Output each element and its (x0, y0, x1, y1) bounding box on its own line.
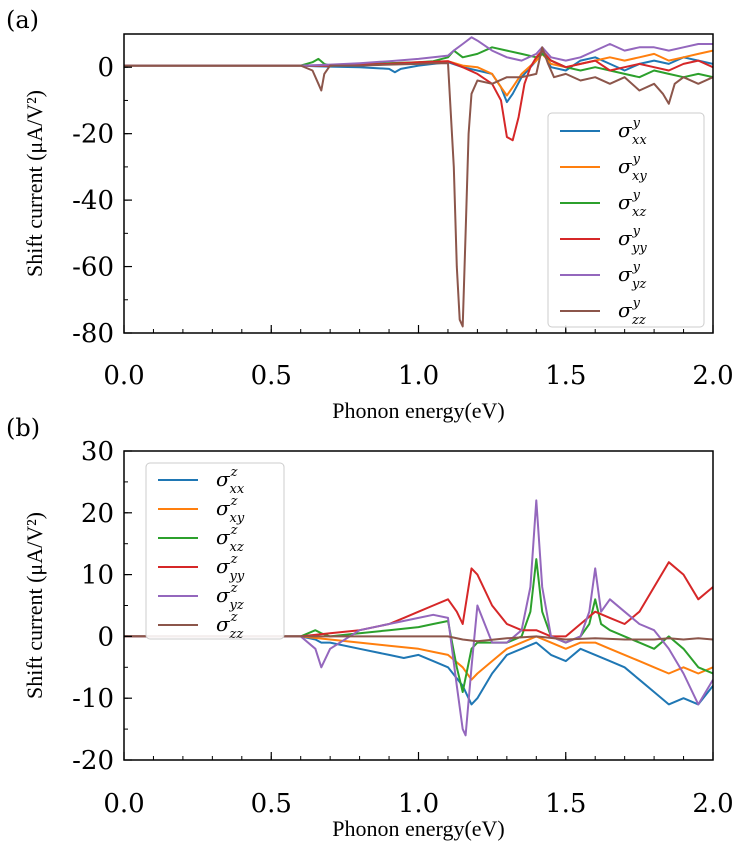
x-tick-label: 0.0 (103, 789, 144, 819)
legend-label-yz: σz yz (216, 581, 244, 613)
legend-sup: y (632, 188, 641, 203)
legend-sigma: σ (216, 496, 231, 520)
series-line-xx (124, 635, 713, 706)
legend-sigma: σ (216, 612, 231, 636)
x-tick-label: 1.0 (398, 361, 439, 391)
x-axis-label: Phonon energy(eV) (332, 398, 505, 423)
legend-sub: xy (230, 511, 245, 526)
legend-box (547, 112, 705, 328)
legend-sub: zz (631, 313, 646, 328)
x-tick-label: 1.0 (398, 789, 439, 819)
legend-sub: yy (631, 241, 647, 256)
x-tick-label: 2.0 (692, 361, 733, 391)
panel-b: (b) 0.0 0.5 1.0 1.5 2.0 30 20 10 0 -10 -20 Phonon en… (6, 414, 734, 841)
legend-sub: xx (230, 482, 245, 497)
y-axis-label: Shift current (μA/V²) (22, 90, 47, 277)
legend-label-yz: σy yz (618, 260, 646, 292)
y-tick-label: 30 (81, 437, 114, 467)
legend-box (145, 462, 285, 640)
series-group (124, 499, 713, 737)
legend-label-xx: σz xx (216, 465, 245, 497)
legend-sup: y (632, 116, 641, 131)
legend-sup: z (230, 581, 238, 596)
panel-label: (b) (6, 414, 40, 442)
legend-label-xy: σz xy (216, 494, 245, 526)
legend-sub: xz (230, 540, 244, 555)
y-tick-label: -40 (72, 186, 114, 216)
legend-sub: yz (229, 598, 244, 613)
legend-sup: y (632, 152, 641, 167)
legend-sigma: σ (216, 583, 231, 607)
legend-label-zz: σy zz (618, 296, 646, 328)
y-axis-label: Shift current (μA/V²) (22, 512, 47, 699)
legend-label-xy: σy xy (618, 152, 647, 184)
legend-sup: z (230, 610, 238, 625)
x-axis-label: Phonon energy(eV) (332, 816, 505, 841)
legend-sigma: σ (618, 298, 633, 322)
legend-sup: z (230, 552, 238, 567)
legend-sigma: σ (216, 525, 231, 549)
x-tick-label: 2.0 (692, 789, 733, 819)
x-tick-label: 0.5 (251, 789, 292, 819)
legend-label-yy: σy yy (618, 224, 647, 256)
legend-sigma: σ (216, 554, 231, 578)
y-tick-label: -20 (72, 746, 114, 776)
y-tick-label: -60 (72, 253, 114, 283)
legend-sub: xy (632, 169, 647, 184)
legend-sigma: σ (618, 190, 633, 214)
legend-sigma: σ (216, 467, 231, 491)
legend-sub: yz (631, 277, 646, 292)
y-tick-label: 20 (81, 499, 114, 529)
legend-sup: z (230, 523, 238, 538)
series-line-zz (124, 635, 713, 643)
legend-sup: y (632, 296, 641, 311)
y-tick-label: 0 (97, 622, 114, 652)
panel-a: (a) 0.0 0.5 1.0 1.5 2.0 0 -20 -40 -60 -80 Phonon en… (6, 6, 734, 423)
series-line-yz (124, 499, 713, 737)
x-tick-label: 1.5 (545, 789, 586, 819)
legend-sub: xz (632, 205, 646, 220)
series-line-zz (124, 46, 713, 328)
legend-sup: z (230, 465, 238, 480)
series-line-yy (124, 561, 713, 638)
legend-label-yy: σz yy (216, 552, 245, 584)
legend-sigma: σ (618, 226, 633, 250)
series-line-xy (124, 635, 713, 681)
legend-sup: y (632, 224, 641, 239)
legend-label-zz: σz zz (216, 610, 243, 642)
legend-sub: yy (229, 569, 245, 584)
series-line-yz (124, 36, 713, 67)
y-tick-label: -20 (72, 120, 114, 150)
y-tick-label: 10 (81, 561, 114, 591)
x-tick-label: 1.5 (545, 361, 586, 391)
legend-sigma: σ (618, 118, 633, 142)
series-group (124, 36, 713, 328)
legend-sub: xx (632, 133, 647, 148)
legend-sub: zz (229, 627, 244, 642)
legend-label-xx: σy xx (618, 116, 647, 148)
legend-sigma: σ (618, 154, 633, 178)
x-tick-label: 0.5 (251, 361, 292, 391)
legend-label-xz: σz xz (216, 523, 244, 555)
y-tick-label: -80 (72, 319, 114, 349)
legend-sup: y (632, 260, 641, 275)
y-tick-label: 0 (97, 53, 114, 83)
legend-label-xz: σy xz (618, 188, 646, 220)
y-tick-label: -10 (72, 684, 114, 714)
legend-sup: z (230, 494, 238, 509)
x-tick-label: 0.0 (103, 361, 144, 391)
legend-sigma: σ (618, 262, 633, 286)
panel-label: (a) (6, 6, 39, 34)
